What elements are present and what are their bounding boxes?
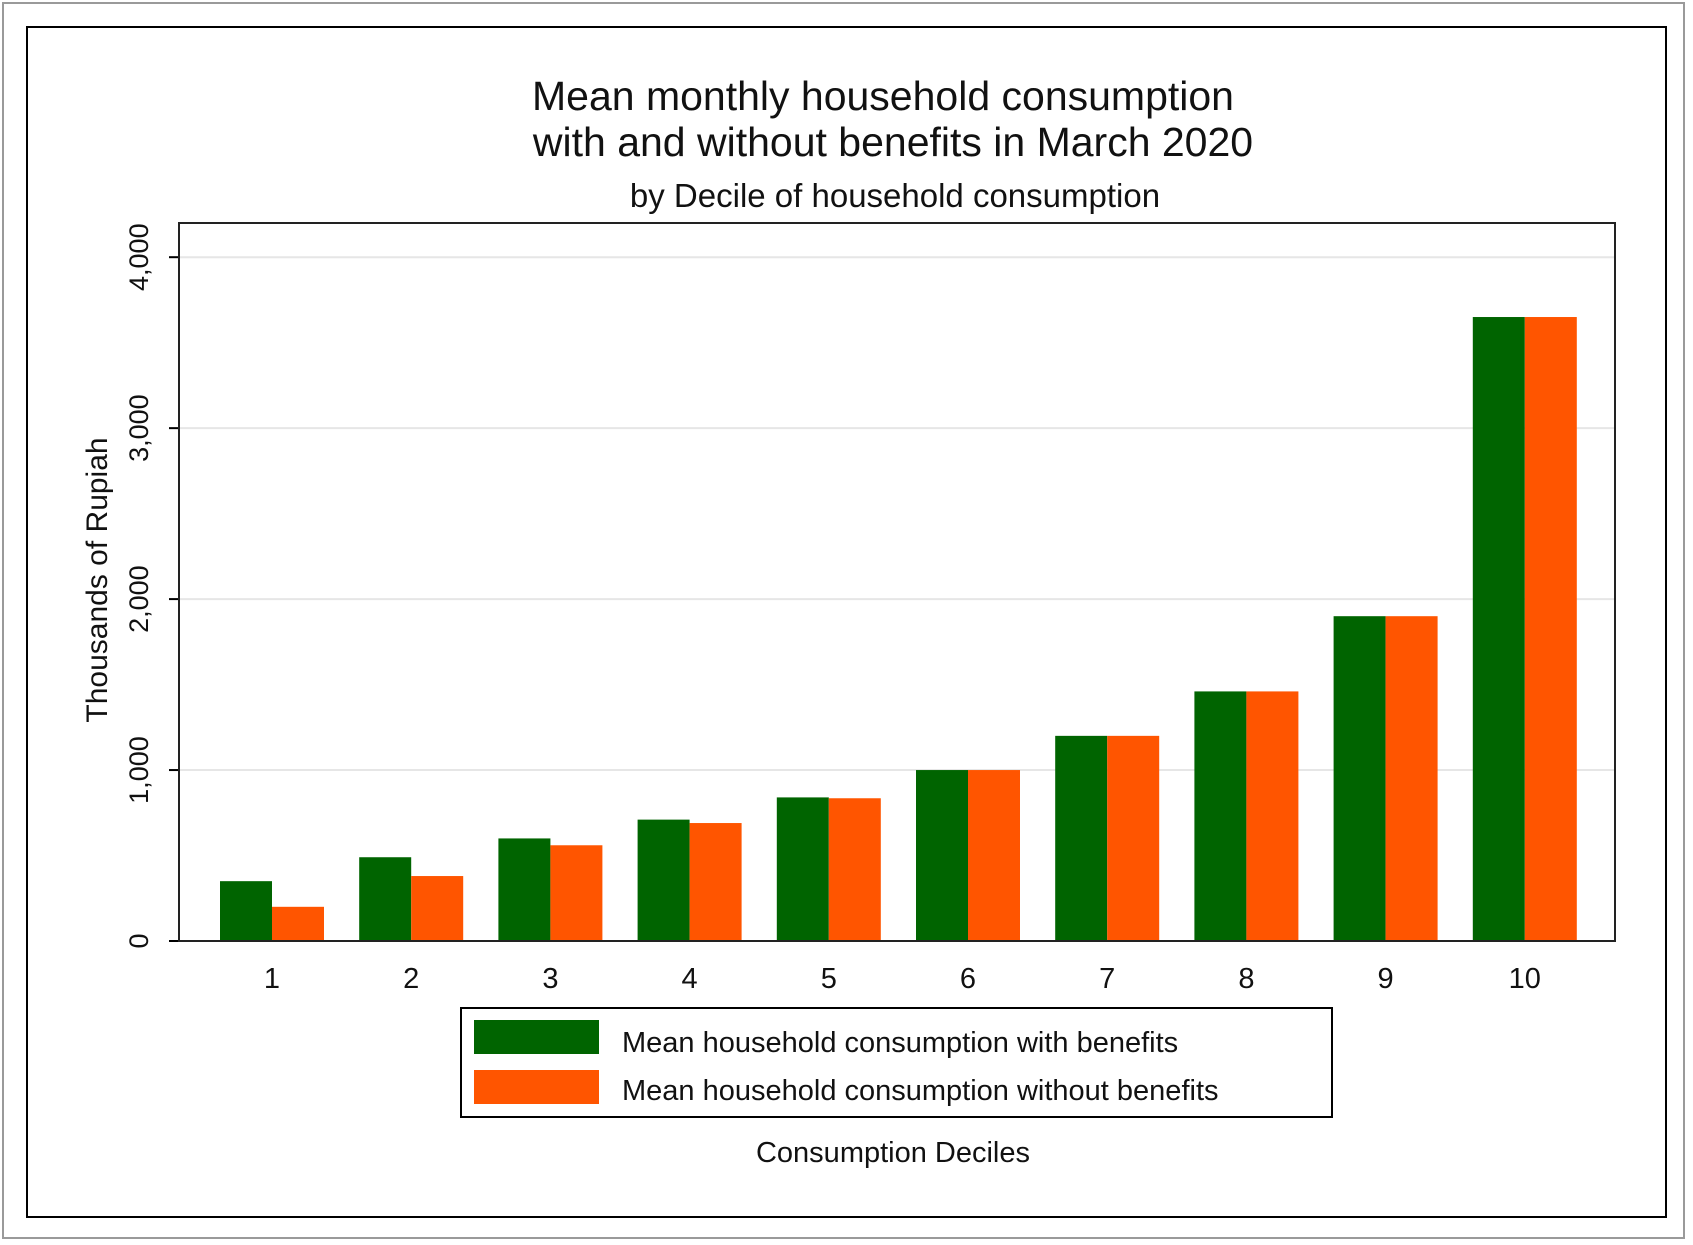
bar — [1107, 735, 1160, 941]
legend: Mean household consumption with benefits… — [460, 1007, 1333, 1118]
bar — [550, 845, 603, 941]
x-tick-label: 9 — [1378, 963, 1394, 995]
y-tick-label: 3,000 — [124, 394, 154, 462]
x-tick-label: 8 — [1238, 963, 1254, 995]
bar — [272, 906, 324, 941]
bar — [220, 881, 272, 941]
x-tick-label: 4 — [682, 963, 698, 995]
legend-label-without-benefits: Mean household consumption without benef… — [622, 1075, 1219, 1107]
bar — [359, 857, 412, 941]
y-tick-label: 1,000 — [124, 736, 154, 804]
x-tick-label: 3 — [542, 963, 558, 995]
bar — [1333, 616, 1386, 941]
chart-title-line-1: Mean monthly household consumption — [532, 73, 1234, 119]
x-tick-label: 2 — [403, 963, 419, 995]
x-tick-label: 1 — [264, 963, 280, 995]
chart-subtitle: by Decile of household consumption — [630, 177, 1160, 214]
bar — [776, 797, 829, 941]
bar — [916, 770, 968, 941]
y-tick-label: 2,000 — [124, 565, 154, 633]
bar — [498, 838, 551, 941]
bar — [828, 798, 881, 941]
x-axis-label: Consumption Deciles — [756, 1137, 1030, 1169]
chart-title-line-2: with and without benefits in March 2020 — [532, 119, 1253, 165]
legend-swatch-without-benefits — [474, 1070, 599, 1104]
y-tick-label: 0 — [124, 933, 154, 948]
y-axis-label: Thousands of Rupiah — [81, 437, 114, 722]
bar — [411, 876, 464, 941]
bar — [1385, 616, 1438, 941]
bar — [637, 819, 690, 941]
bar — [1524, 317, 1577, 941]
legend-box — [460, 1007, 1333, 1118]
bar — [968, 770, 1020, 941]
y-tick-label: 4,000 — [124, 223, 154, 291]
plot-area: 0 1,000 2,000 3,000 4,000 1 2 3 4 5 6 7 8 9 10 — [124, 222, 1616, 995]
x-tick-label: 7 — [1099, 963, 1115, 995]
bar — [1246, 691, 1299, 941]
x-tick-label: 6 — [960, 963, 976, 995]
x-tick-label: 5 — [821, 963, 837, 995]
bar — [689, 823, 742, 941]
bar — [1472, 317, 1525, 941]
bar — [1055, 735, 1108, 941]
legend-label-with-benefits: Mean household consumption with benefits — [622, 1027, 1178, 1059]
x-tick-label: 10 — [1509, 963, 1541, 995]
plot-border — [178, 222, 1616, 942]
legend-swatch-with-benefits — [474, 1020, 599, 1054]
bar — [1194, 691, 1247, 941]
